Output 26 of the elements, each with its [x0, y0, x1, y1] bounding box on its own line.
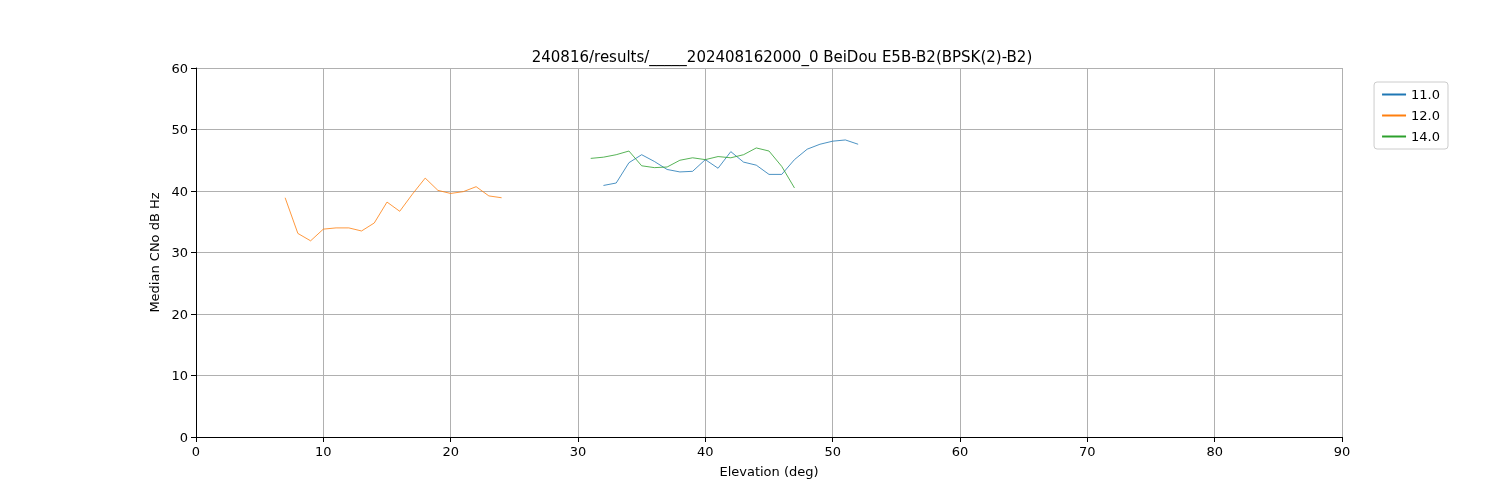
line-series: [603, 139, 859, 186]
x-tick-label: 30: [569, 444, 587, 459]
x-tick-label: 0: [191, 444, 201, 459]
x-tick-label: 70: [1079, 444, 1096, 459]
y-tick-label: 60: [171, 60, 188, 76]
x-tick-label: 10: [315, 444, 332, 459]
y-tick-label: 50: [171, 122, 188, 137]
x-axis-title: Elevation (deg): [719, 464, 819, 479]
y-tick-label: 10: [171, 368, 188, 383]
x-tick-label: 60: [951, 444, 969, 459]
y-tick-label: 20: [171, 306, 188, 322]
line-series: [590, 147, 795, 189]
legend-label: 11.0: [1411, 87, 1441, 102]
legend-label: 12.0: [1411, 108, 1441, 123]
y-tick-label: 30: [171, 245, 188, 260]
x-tick-label: 20: [442, 444, 459, 459]
x-tick-label: 40: [697, 444, 714, 459]
y-tick-label: 0: [179, 429, 188, 445]
y-tick-label: 40: [171, 183, 188, 199]
legend-label: 14.0: [1411, 129, 1441, 144]
y-axis-title: Median CNo dB Hz: [146, 192, 162, 313]
x-tick-label: 50: [824, 444, 841, 459]
x-tick-label: 80: [1206, 444, 1223, 459]
chart-title: 240816/results/_____202408162000_0 BeiDou E5B-B2(BPSK(2)-B2): [531, 47, 1033, 67]
x-tick-label: 90: [1333, 444, 1351, 459]
line-series: [284, 177, 502, 242]
